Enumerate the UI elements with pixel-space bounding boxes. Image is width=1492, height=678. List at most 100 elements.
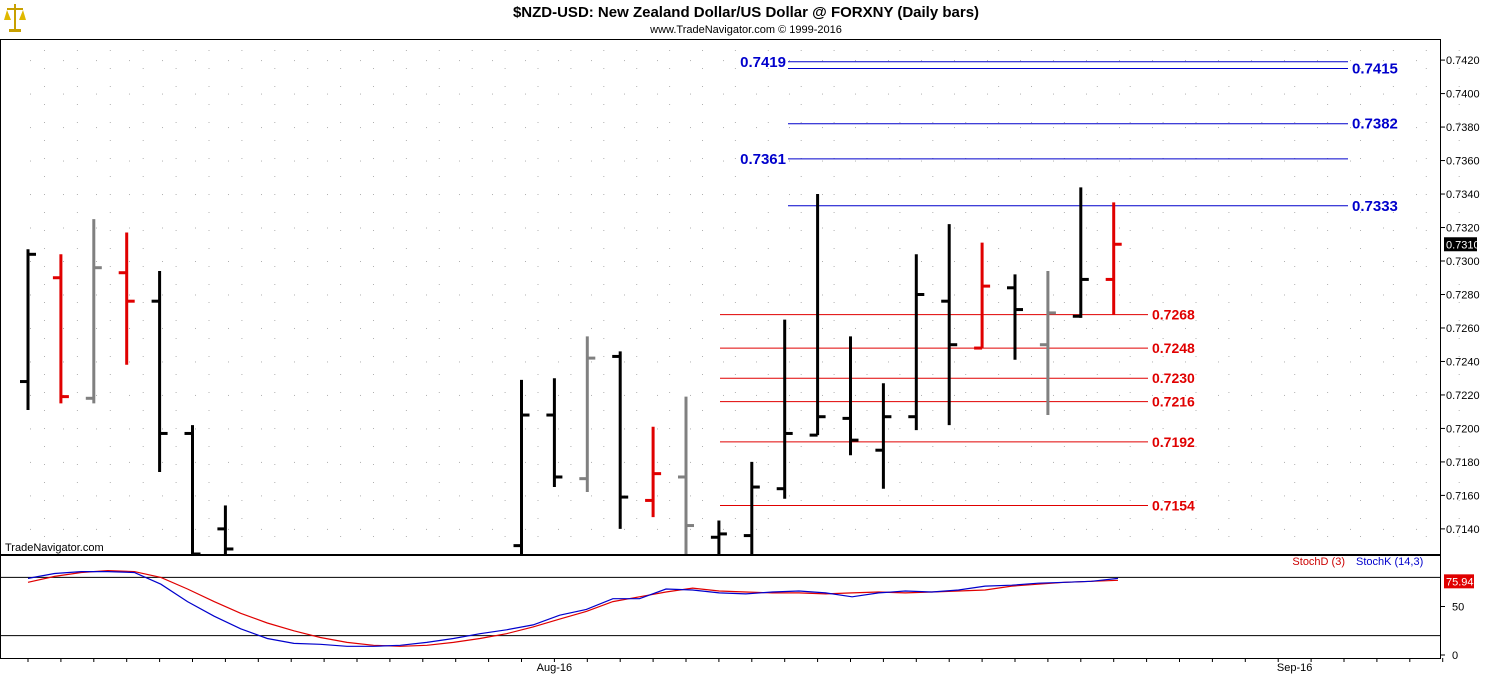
grid-dot [734, 140, 736, 141]
grid-dot [965, 230, 967, 231]
grid-dot [1185, 294, 1186, 296]
grid-dot [767, 104, 769, 105]
grid-dot [624, 294, 625, 296]
ohlc-bar [151, 271, 168, 472]
grid-dot [1425, 392, 1427, 393]
grid-dot [800, 374, 802, 375]
grid-dot [702, 212, 703, 213]
grid-dot [76, 536, 78, 537]
grid-dot [1284, 294, 1285, 296]
grid-dot [899, 374, 901, 375]
grid-dot [471, 284, 473, 285]
grid-dot [307, 68, 309, 69]
grid-dot [888, 261, 889, 263]
grid-dot [888, 127, 889, 129]
grid-dot [1031, 500, 1032, 501]
grid-dot [525, 261, 526, 263]
grid-dot [591, 528, 592, 530]
grid-dot [504, 122, 506, 123]
grid-dot [1294, 518, 1296, 519]
grid-dot [591, 495, 592, 497]
grid-dot [129, 428, 130, 430]
grid-dot [690, 227, 691, 229]
grid-dot [690, 428, 691, 430]
grid-dot [591, 160, 592, 162]
grid-dot [1284, 461, 1285, 463]
grid-dot [504, 356, 506, 357]
grid-dot [1119, 261, 1120, 263]
grid-dot [373, 122, 374, 123]
grid-dot [866, 464, 868, 465]
grid-dot [1261, 536, 1263, 537]
grid-dot [1162, 536, 1164, 537]
grid-dot [636, 230, 638, 231]
grid-dot [1294, 248, 1296, 249]
grid-dot [208, 392, 210, 393]
grid-dot [1383, 60, 1384, 62]
grid-dot [1327, 302, 1329, 303]
grid-dot [1063, 410, 1065, 411]
grid-dot [294, 528, 295, 530]
grid-dot [1261, 392, 1263, 393]
grid-dot [1195, 194, 1197, 195]
grid-dot [109, 284, 111, 285]
grid-dot [1228, 338, 1230, 339]
grid-dot [393, 461, 394, 463]
grid-dot [1261, 230, 1263, 231]
grid-dot [327, 461, 328, 463]
grid-dot [1261, 86, 1263, 87]
grid-dot [426, 194, 427, 196]
grid-dot [570, 266, 572, 267]
grid-dot [438, 410, 440, 411]
grid-dot [241, 86, 243, 87]
grid-dot [1218, 361, 1219, 363]
grid-dot [129, 261, 130, 263]
grid-dot [208, 68, 210, 69]
grid-dot [998, 518, 1000, 519]
grid-dot [471, 266, 473, 267]
grid-dot [1350, 495, 1351, 497]
grid-dot [1261, 338, 1263, 339]
grid-dot [1261, 212, 1263, 213]
grid-dot [142, 194, 144, 195]
grid-dot [1261, 284, 1263, 285]
grid-dot [175, 356, 177, 357]
grid-dot [129, 327, 130, 329]
grid-dot [1086, 60, 1087, 62]
grid-dot [44, 284, 45, 285]
grid-dot [1195, 338, 1197, 339]
grid-dot [1392, 68, 1394, 69]
grid-dot [1261, 266, 1263, 267]
grid-dot [1063, 482, 1065, 483]
grid-dot [669, 248, 671, 249]
stoch-series-line [27, 570, 1119, 647]
grid-dot [1458, 446, 1460, 447]
grid-dot [504, 500, 506, 501]
grid-dot [1129, 140, 1131, 141]
grid-dot [1383, 227, 1384, 229]
grid-dot [1317, 461, 1318, 463]
grid-dot [360, 361, 361, 363]
grid-dot [537, 338, 539, 339]
grid-dot [1317, 394, 1318, 396]
grid-dot [603, 176, 605, 177]
grid-dot [570, 500, 572, 501]
grid-dot [624, 93, 625, 95]
grid-dot [1251, 93, 1252, 95]
grid-dot [932, 104, 934, 105]
grid-dot [558, 194, 559, 196]
grid-dot [1294, 104, 1296, 105]
grid-dot [274, 464, 276, 465]
grid-dot [274, 104, 276, 105]
grid-dot [932, 230, 934, 231]
grid-dot [195, 495, 196, 497]
grid-dot [855, 194, 856, 196]
grid-dot [459, 194, 460, 196]
grid-dot [471, 50, 473, 51]
grid-dot [405, 302, 407, 303]
grid-dot [1261, 104, 1263, 105]
grid-dot [1119, 461, 1120, 463]
grid-dot [987, 394, 988, 396]
grid-dot [1031, 464, 1032, 465]
last-price-label: 0.7310 [1446, 239, 1480, 251]
